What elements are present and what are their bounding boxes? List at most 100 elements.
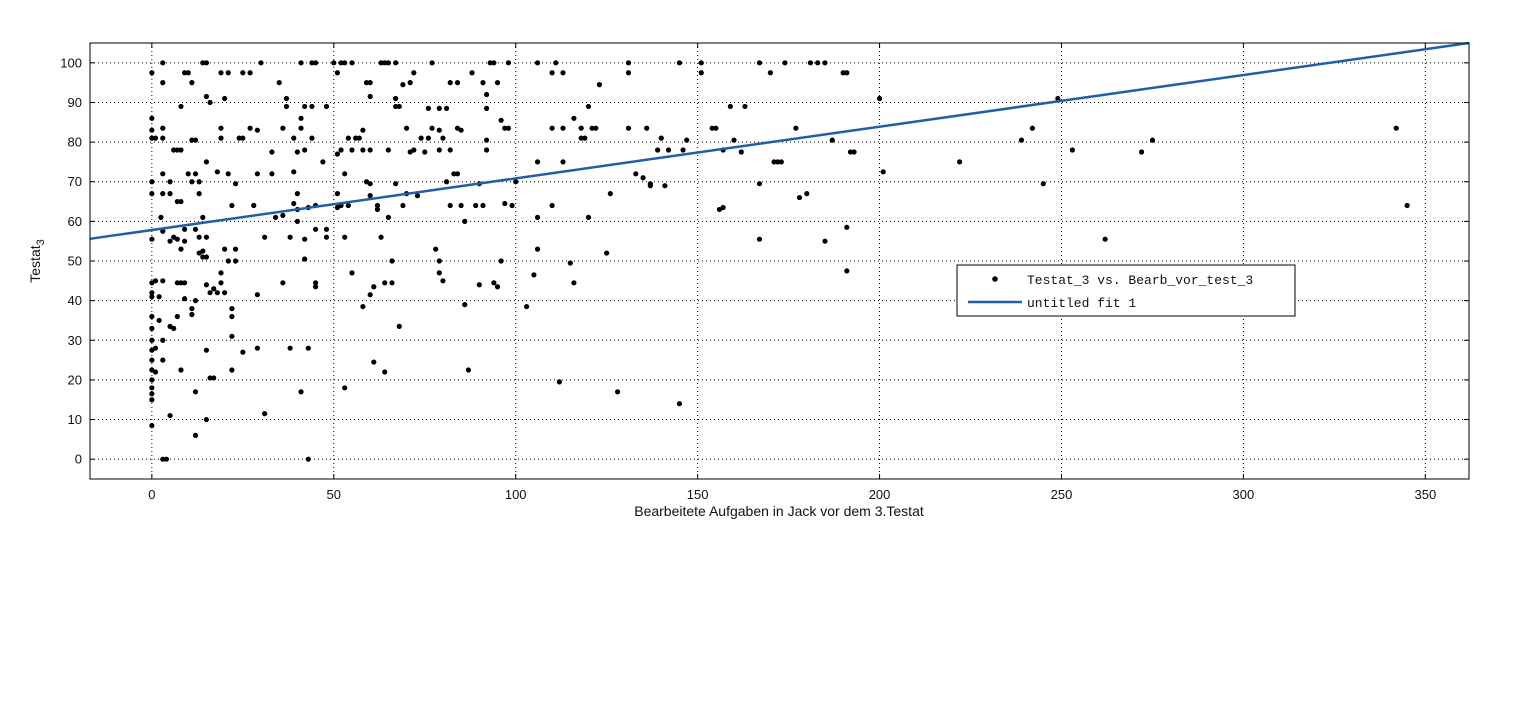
- data-point: [222, 246, 228, 252]
- x-axis-label: Bearbeitete Aufgaben in Jack vor dem 3.T…: [634, 503, 924, 519]
- data-point: [454, 171, 461, 177]
- data-point: [367, 93, 373, 100]
- data-point: [1040, 181, 1046, 187]
- data-point: [593, 125, 599, 131]
- data-point: [174, 280, 180, 286]
- data-point: [214, 169, 220, 175]
- data-point: [232, 258, 239, 264]
- data-point: [360, 127, 366, 133]
- data-point: [152, 278, 159, 284]
- data-point: [174, 147, 180, 153]
- data-point: [1018, 137, 1025, 143]
- data-point: [302, 256, 308, 262]
- data-point: [596, 82, 602, 88]
- data-point: [192, 298, 199, 304]
- data-point: [171, 147, 177, 153]
- data-point: [225, 171, 231, 177]
- data-point: [447, 147, 453, 153]
- data-point: [160, 171, 166, 177]
- data-point: [149, 397, 155, 403]
- data-point: [665, 147, 672, 153]
- data-point: [625, 60, 632, 66]
- data-point: [534, 246, 541, 252]
- data-point: [400, 202, 406, 209]
- x-tick-label: 50: [327, 487, 341, 502]
- data-point: [178, 367, 184, 373]
- data-point: [367, 292, 373, 298]
- data-point: [422, 149, 428, 155]
- data-point: [491, 60, 497, 66]
- data-point: [149, 70, 155, 76]
- data-point: [232, 246, 239, 252]
- fit-line-group: [89, 41, 1470, 241]
- legend: Testat_3 vs. Bearb_vor_test_3 untitled f…: [956, 264, 1296, 317]
- data-point: [189, 311, 195, 318]
- data-point: [283, 95, 290, 102]
- data-point: [298, 115, 304, 121]
- data-point: [534, 60, 541, 66]
- data-point: [756, 236, 763, 242]
- data-point: [713, 125, 719, 131]
- data-point: [178, 103, 184, 110]
- legend-marker-points: [992, 276, 998, 282]
- data-point: [1404, 202, 1410, 209]
- data-point: [236, 135, 242, 141]
- data-point: [367, 193, 373, 199]
- grid: [90, 43, 1469, 479]
- data-point: [731, 137, 737, 143]
- data-point: [480, 80, 486, 86]
- data-point: [185, 70, 191, 76]
- data-point: [334, 151, 341, 157]
- data-point: [676, 401, 683, 407]
- x-tick-label: 250: [1051, 487, 1073, 502]
- data-point: [775, 159, 781, 165]
- x-tick-label: 350: [1414, 487, 1436, 502]
- data-point: [167, 238, 173, 244]
- data-point: [443, 105, 450, 111]
- data-point: [163, 456, 170, 462]
- data-point: [491, 280, 497, 286]
- data-point: [254, 171, 260, 177]
- data-point: [393, 60, 399, 66]
- data-point: [222, 290, 228, 296]
- data-point: [203, 60, 210, 66]
- data-point: [334, 70, 341, 76]
- data-point: [149, 385, 155, 391]
- data-point: [174, 236, 180, 242]
- data-point: [160, 337, 166, 343]
- data-point: [767, 70, 774, 76]
- data-point: [160, 60, 166, 66]
- data-point: [483, 105, 490, 111]
- data-point: [480, 202, 486, 209]
- data-point: [815, 60, 821, 66]
- data-point: [524, 303, 530, 310]
- data-point: [149, 357, 155, 363]
- data-point: [360, 147, 366, 153]
- y-tick-label: 60: [68, 214, 82, 229]
- data-point: [458, 202, 464, 209]
- data-point: [174, 313, 180, 320]
- data-point: [218, 280, 224, 286]
- data-point: [229, 305, 235, 312]
- data-point: [211, 286, 217, 292]
- data-point: [374, 202, 381, 209]
- data-point: [287, 234, 293, 240]
- data-point: [549, 202, 555, 209]
- data-point: [225, 258, 231, 264]
- data-point: [323, 226, 330, 232]
- data-point: [385, 214, 391, 220]
- data-point: [240, 135, 246, 141]
- data-point: [571, 115, 577, 121]
- data-point: [189, 137, 195, 143]
- data-point: [349, 147, 355, 153]
- data-point: [192, 171, 199, 177]
- data-point: [294, 149, 300, 155]
- data-point: [429, 60, 435, 66]
- data-point: [149, 422, 155, 429]
- data-point: [553, 60, 559, 66]
- data-point: [156, 294, 162, 300]
- data-point: [462, 218, 468, 224]
- plot-area: [90, 43, 1469, 479]
- data-point: [582, 135, 588, 141]
- data-point: [218, 125, 224, 131]
